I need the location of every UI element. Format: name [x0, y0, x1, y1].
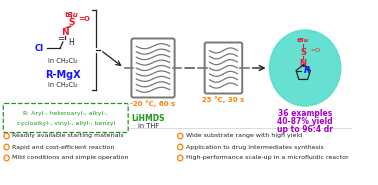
Circle shape [4, 155, 9, 161]
Text: Readily available starting materials: Readily available starting materials [12, 134, 124, 139]
Text: =O: =O [311, 48, 321, 53]
FancyBboxPatch shape [3, 103, 128, 132]
FancyBboxPatch shape [132, 38, 175, 97]
Text: H: H [68, 38, 74, 46]
Text: 25 °C, 30 s: 25 °C, 30 s [202, 97, 245, 103]
Text: Rapid and cost-efficient reaction: Rapid and cost-efficient reaction [12, 144, 115, 149]
FancyBboxPatch shape [204, 43, 242, 93]
Text: in CH₂Cl₂: in CH₂Cl₂ [48, 82, 78, 88]
Text: 36 examples: 36 examples [278, 109, 332, 118]
Text: N: N [300, 58, 307, 68]
Text: R-MgX: R-MgX [45, 70, 81, 80]
Circle shape [4, 144, 9, 150]
Circle shape [4, 133, 9, 139]
Text: S: S [68, 18, 74, 26]
Circle shape [178, 133, 183, 139]
Circle shape [178, 155, 183, 161]
Text: Mild conditions and simple operation: Mild conditions and simple operation [12, 156, 129, 161]
Text: High-performance scale-up in a microfluidic reactor: High-performance scale-up in a microflui… [186, 156, 349, 161]
Text: 40-87% yield: 40-87% yield [277, 117, 333, 126]
Text: S: S [300, 48, 306, 56]
Text: in THF: in THF [138, 122, 159, 129]
Circle shape [178, 144, 183, 150]
Text: -20 °C, 60 s: -20 °C, 60 s [130, 100, 176, 107]
Text: tBu: tBu [65, 12, 78, 18]
Text: cycloalkyl-, vinyl-, allyl-, benzyl: cycloalkyl-, vinyl-, allyl-, benzyl [17, 120, 115, 125]
Circle shape [270, 30, 341, 106]
Text: Wide substrate range with high yield: Wide substrate range with high yield [186, 134, 302, 139]
Text: up to 96:4 dr: up to 96:4 dr [277, 125, 333, 134]
Text: Application to drug intermediates synthesis: Application to drug intermediates synthe… [186, 144, 324, 149]
Text: R: R [304, 66, 310, 75]
Text: LiHMDS: LiHMDS [132, 114, 165, 122]
Text: =O: =O [78, 16, 90, 22]
Text: =: = [57, 34, 65, 43]
Text: N: N [61, 28, 68, 36]
Text: tBu: tBu [297, 38, 309, 43]
Text: R: Aryl-, heteroaryl-, alkyl-,: R: Aryl-, heteroaryl-, alkyl-, [23, 110, 108, 115]
Text: Cl: Cl [35, 43, 44, 53]
Text: in CH₂Cl₂: in CH₂Cl₂ [48, 58, 78, 64]
